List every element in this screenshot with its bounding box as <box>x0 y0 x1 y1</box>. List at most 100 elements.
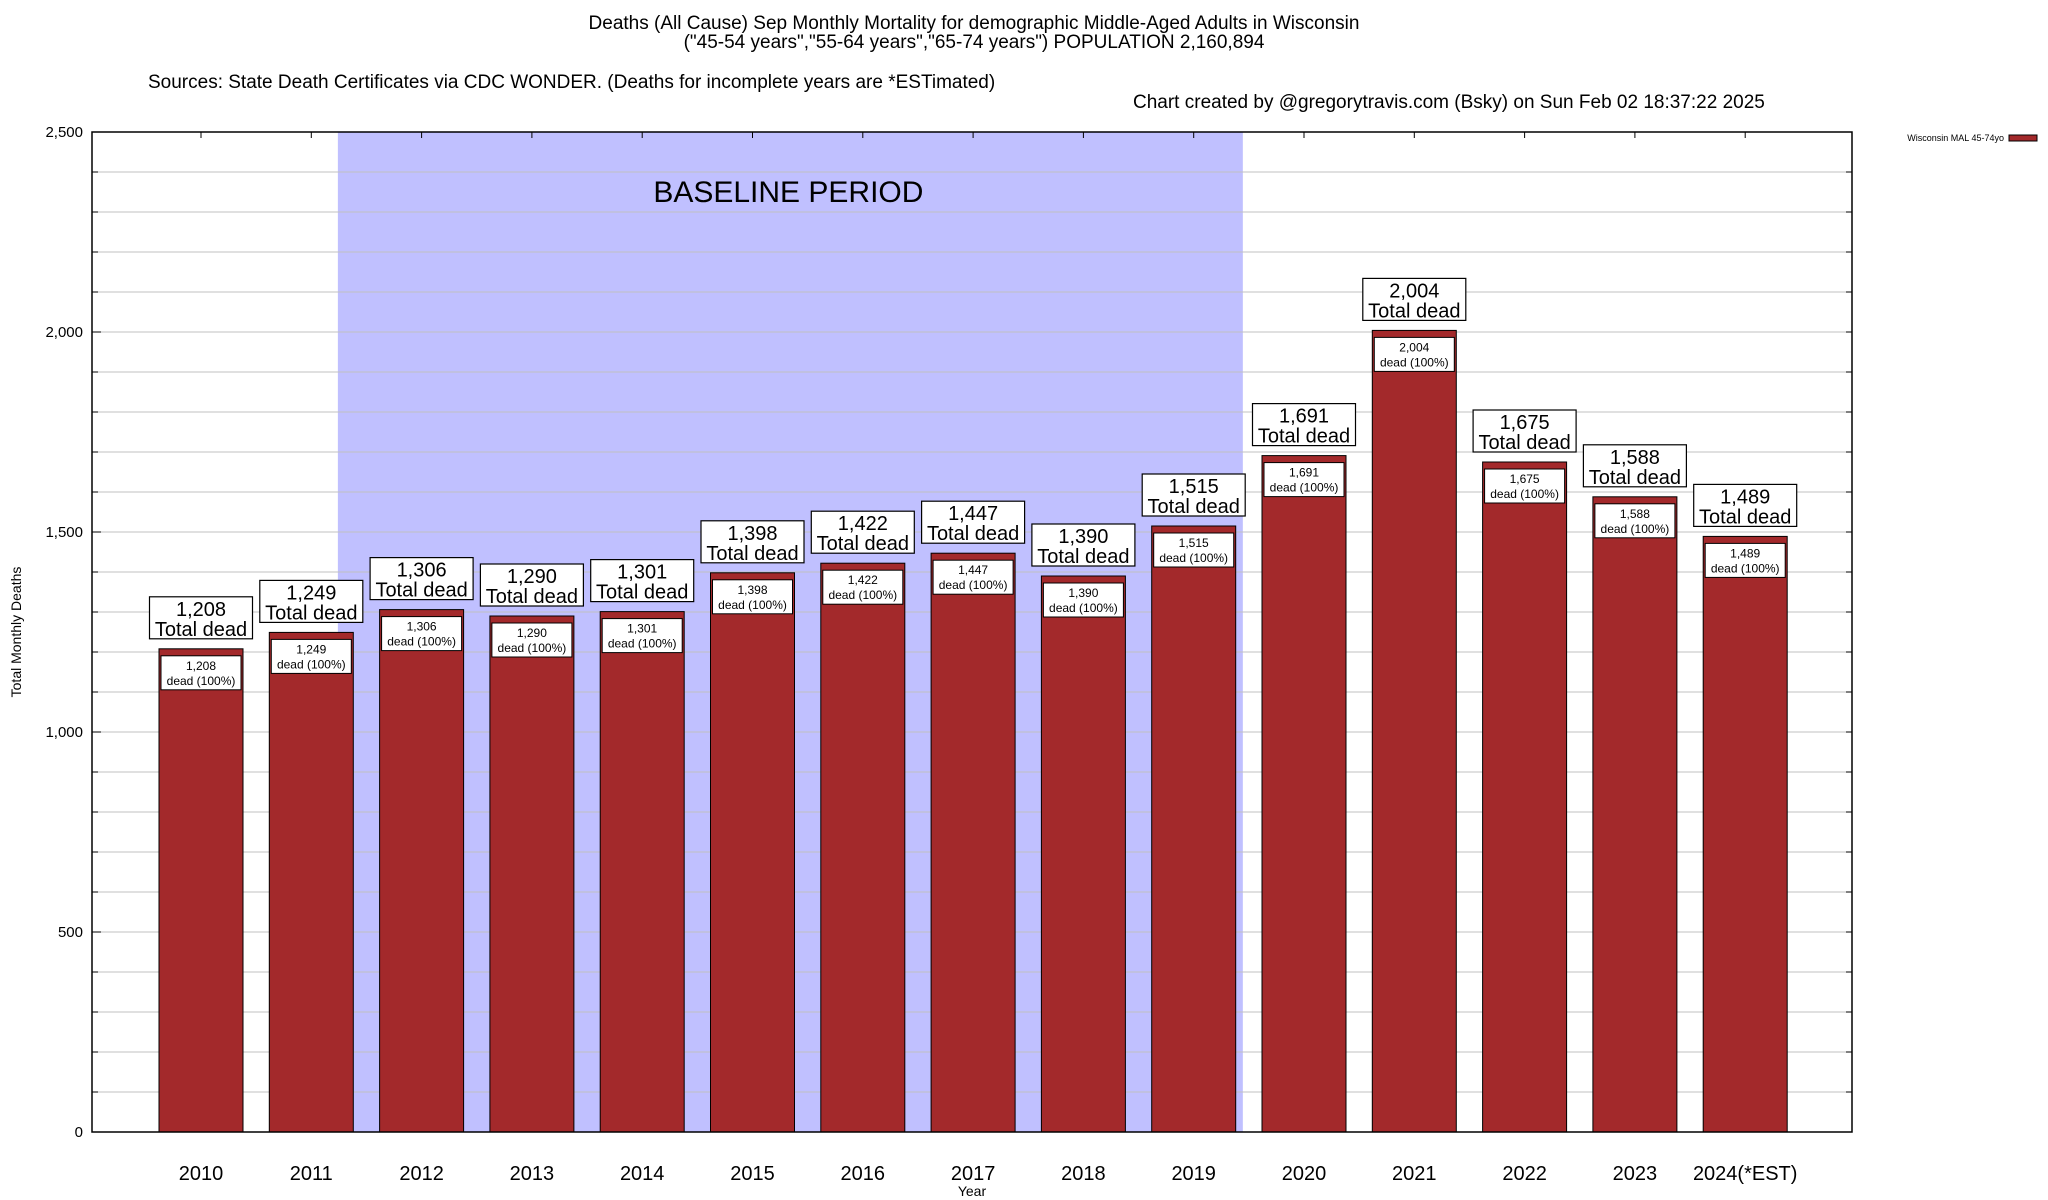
total-suffix-label: Total dead <box>1478 432 1570 454</box>
y-tick-label: 1,000 <box>45 724 83 741</box>
inner-value-label: 1,398 <box>737 583 767 597</box>
total-suffix-label: Total dead <box>1037 546 1129 568</box>
chart-sources-line: Sources: State Death Certificates via CD… <box>0 53 2048 113</box>
total-suffix-label: Total dead <box>706 543 798 565</box>
total-label-box <box>148 596 254 640</box>
y-tick-label: 1,500 <box>45 524 83 541</box>
inner-value-label: 1,675 <box>1510 472 1540 486</box>
inner-pct-label: dead (100%) <box>277 657 346 671</box>
x-tick-label: 2018 <box>1061 1163 1106 1185</box>
y-tick-label: 500 <box>58 924 83 941</box>
inner-label-box <box>381 616 463 652</box>
inner-pct-label: dead (100%) <box>1270 481 1339 495</box>
x-tick-label: 2012 <box>399 1163 444 1185</box>
x-tick-label: 2013 <box>510 1163 555 1185</box>
inner-pct-label: dead (100%) <box>608 637 677 651</box>
bar-2022 <box>1482 461 1568 1133</box>
inner-value-label: 2,004 <box>1399 340 1429 354</box>
x-tick-label: 2011 <box>290 1163 333 1185</box>
inner-label-box <box>1373 336 1455 372</box>
total-suffix-label: Total dead <box>375 580 467 602</box>
total-value-label: 1,422 <box>838 513 888 535</box>
total-suffix-label: Total dead <box>817 533 909 555</box>
total-label-box <box>1472 409 1577 453</box>
inner-pct-label: dead (100%) <box>498 641 567 655</box>
legend-swatch <box>2008 134 2038 142</box>
bar-2024(*EST) <box>1702 535 1788 1133</box>
total-suffix-label: Total dead <box>486 586 578 608</box>
bar-2011 <box>268 631 354 1133</box>
total-label-box <box>1582 444 1688 488</box>
bar-2020 <box>1261 455 1347 1133</box>
axes-layer: 2010 2011 2012 2013 2014 2015 2016 2017 2018 2019… <box>8 124 1853 1199</box>
total-suffix-label: Total dead <box>1368 300 1460 322</box>
inner-pct-label: dead (100%) <box>1380 355 1449 369</box>
inner-label-box <box>822 569 904 605</box>
total-label-box <box>259 579 364 624</box>
inner-pct-label: dead (100%) <box>1490 487 1559 501</box>
plot-frame <box>91 131 1853 1133</box>
total-label-box <box>479 563 584 607</box>
bar-2013 <box>489 615 575 1133</box>
bar-2016 <box>820 562 906 1133</box>
inner-value-label: 1,447 <box>958 563 988 577</box>
inner-pct-label: dead (100%) <box>1601 522 1670 536</box>
total-value-label: 1,301 <box>617 562 667 584</box>
total-suffix-label: Total dead <box>1148 496 1240 518</box>
total-label-box <box>1031 523 1136 567</box>
x-tick-label: 2014 <box>620 1163 665 1185</box>
inner-label-box <box>491 622 573 658</box>
bar-2023 <box>1592 496 1678 1133</box>
inner-value-label: 1,515 <box>1179 536 1209 550</box>
inner-pct-label: dead (100%) <box>828 588 897 602</box>
chart-subtitle: ("45-54 years","55-64 years","65-74 year… <box>683 32 1265 53</box>
inner-label-box <box>1042 582 1124 618</box>
total-value-label: 1,675 <box>1500 412 1550 434</box>
total-suffix-label: Total dead <box>1258 426 1350 448</box>
x-tick-label: 2023 <box>1613 1163 1658 1185</box>
inner-label-box <box>1594 503 1676 539</box>
total-suffix-label: Total dead <box>1699 506 1791 528</box>
total-label-box <box>1141 473 1246 517</box>
total-suffix-label: Total dead <box>1589 467 1681 489</box>
total-suffix-label: Total dead <box>155 619 247 641</box>
inner-value-label: 1,422 <box>848 573 878 587</box>
legend: Wisconsin MAL 45-74yo <box>1907 133 2038 143</box>
bar-2014 <box>599 611 685 1133</box>
inner-label-box <box>270 638 352 674</box>
x-axis-title: Year <box>958 1183 987 1199</box>
total-suffix-label: Total dead <box>596 582 688 604</box>
total-label-box <box>369 556 474 601</box>
inner-label-box <box>932 559 1014 595</box>
inner-label-box <box>712 579 793 615</box>
bar-2010 <box>158 648 244 1133</box>
total-value-label: 2,004 <box>1389 280 1439 302</box>
bars-layer <box>158 329 1788 1133</box>
total-value-label: 1,691 <box>1279 406 1329 428</box>
total-value-label: 1,306 <box>397 560 447 582</box>
inner-value-label: 1,691 <box>1289 466 1319 480</box>
x-tick-label: 2016 <box>841 1163 886 1185</box>
inner-pct-label: dead (100%) <box>167 674 236 688</box>
x-tick-label: 2015 <box>730 1163 775 1185</box>
y-tick-label: 2,500 <box>45 124 83 141</box>
x-tick-label: 2022 <box>1502 1163 1547 1185</box>
inner-pct-label: dead (100%) <box>1049 601 1118 615</box>
inner-pct-label: dead (100%) <box>387 635 456 649</box>
inner-label-box <box>160 655 242 691</box>
x-tick-label: 2020 <box>1282 1163 1327 1185</box>
total-label-box <box>1693 483 1798 527</box>
inner-value-label: 1,588 <box>1620 507 1650 521</box>
total-value-label: 1,390 <box>1058 526 1108 548</box>
total-value-label: 1,447 <box>948 503 998 525</box>
inner-value-label: 1,208 <box>186 659 216 673</box>
total-suffix-label: Total dead <box>927 523 1019 545</box>
x-tick-label: 2024(*EST) <box>1693 1163 1798 1185</box>
total-label-box <box>920 500 1026 544</box>
inner-value-label: 1,306 <box>407 620 437 634</box>
bar-2018 <box>1040 575 1126 1133</box>
total-label-box <box>1251 403 1357 447</box>
inner-value-label: 1,489 <box>1730 546 1760 560</box>
bar-2019 <box>1151 525 1237 1133</box>
